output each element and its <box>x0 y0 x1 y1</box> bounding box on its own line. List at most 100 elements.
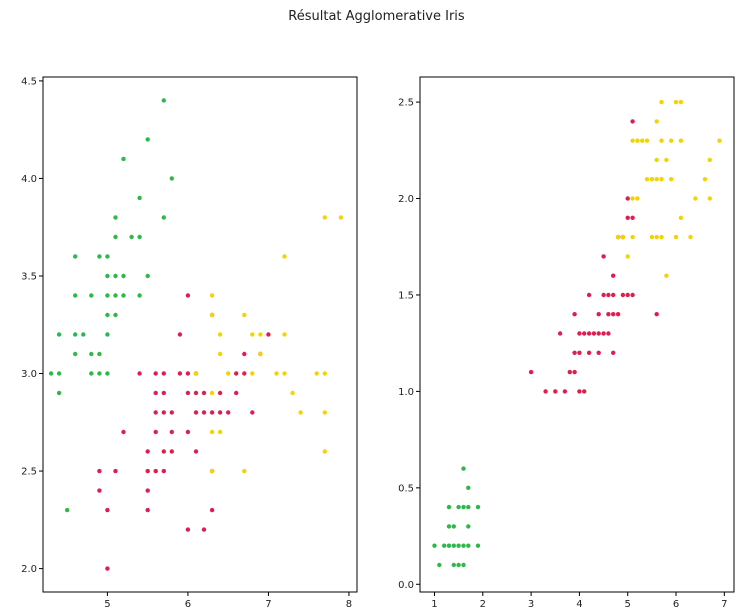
data-point <box>630 119 635 124</box>
data-point <box>234 390 239 396</box>
data-point <box>630 196 635 201</box>
data-point <box>56 390 62 396</box>
data-point <box>659 234 664 240</box>
data-point <box>702 177 708 182</box>
x-tick-label: 3 <box>528 599 534 610</box>
data-point <box>250 332 255 337</box>
data-point <box>649 234 655 240</box>
data-point <box>461 562 466 568</box>
data-point <box>73 293 78 298</box>
data-point <box>217 410 223 415</box>
data-point <box>630 215 635 220</box>
data-point <box>153 410 158 415</box>
data-point <box>226 371 231 376</box>
data-point <box>659 138 664 143</box>
data-point <box>528 369 534 375</box>
data-point <box>153 371 158 376</box>
data-point <box>209 410 215 415</box>
x-tick-label: 1 <box>431 599 437 610</box>
data-point <box>601 254 606 259</box>
data-point <box>586 292 592 298</box>
data-point <box>640 138 645 143</box>
data-point <box>105 332 110 337</box>
data-point <box>209 312 215 318</box>
data-point <box>89 371 94 376</box>
data-point <box>572 350 577 355</box>
data-point <box>48 371 54 376</box>
data-point <box>707 196 712 201</box>
data-point <box>591 331 597 336</box>
data-point <box>242 468 247 474</box>
data-point <box>669 177 674 182</box>
data-point <box>572 369 577 375</box>
data-point <box>161 98 166 103</box>
y-tick-label: 4.5 <box>21 76 37 87</box>
data-point <box>466 543 471 548</box>
data-point <box>611 292 616 298</box>
data-point <box>606 331 611 336</box>
data-point <box>466 485 471 490</box>
data-point <box>659 177 664 182</box>
data-point <box>226 410 231 415</box>
data-point <box>635 196 640 201</box>
data-point <box>105 254 110 259</box>
data-point <box>177 332 183 337</box>
data-point <box>169 429 174 435</box>
data-point <box>161 410 166 415</box>
data-point <box>446 504 452 510</box>
data-point <box>105 293 110 298</box>
y-tick-label: 1.5 <box>398 290 414 301</box>
data-point <box>644 138 650 143</box>
data-point <box>105 371 110 376</box>
data-point <box>596 312 601 317</box>
data-point <box>606 312 611 317</box>
data-point <box>475 543 481 548</box>
data-point <box>234 371 239 376</box>
data-point <box>553 389 558 394</box>
data-point <box>129 234 134 240</box>
data-point <box>65 507 70 513</box>
data-point <box>432 543 437 548</box>
data-point <box>456 562 461 568</box>
data-point <box>664 273 669 278</box>
plot-2: 1 2 3 4 5 6 7 0.0 0.5 1.0 1.5 2.0 2.5 <box>398 76 735 610</box>
data-point <box>601 292 606 298</box>
data-point <box>217 429 223 435</box>
data-point <box>461 504 466 510</box>
data-point <box>113 293 118 298</box>
data-point <box>105 312 110 318</box>
x-tick-label: 5 <box>625 599 631 610</box>
y-tick-label: 1.0 <box>398 387 414 398</box>
data-point <box>185 527 191 532</box>
x-tick-label: 4 <box>576 599 582 610</box>
data-point <box>451 562 456 568</box>
data-point <box>89 351 94 357</box>
data-point <box>185 371 191 376</box>
data-point <box>217 390 223 396</box>
data-point <box>282 371 287 376</box>
data-point <box>137 293 142 298</box>
data-point <box>630 292 635 298</box>
data-point <box>97 468 102 474</box>
data-point <box>577 350 582 355</box>
figure-title: Résultat Agglomerative Iris <box>288 9 465 24</box>
data-point <box>145 449 150 454</box>
data-point <box>451 543 456 548</box>
data-point <box>572 312 577 317</box>
data-point <box>635 138 640 143</box>
data-point <box>601 331 606 336</box>
data-point <box>161 371 166 376</box>
data-point <box>56 332 62 337</box>
data-point <box>322 215 327 220</box>
data-point <box>113 215 118 220</box>
data-point <box>625 215 630 220</box>
data-point <box>654 157 659 163</box>
data-point <box>169 176 174 181</box>
y-tick-label: 3.5 <box>21 271 37 282</box>
data-point <box>606 292 611 298</box>
data-point <box>97 351 102 357</box>
data-point <box>446 524 452 529</box>
data-point <box>153 429 158 435</box>
